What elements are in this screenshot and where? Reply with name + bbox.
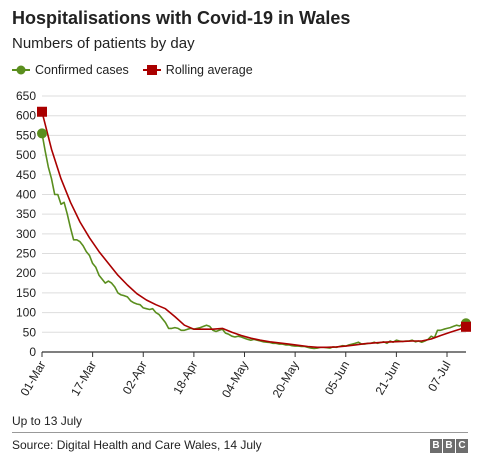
y-tick-label: 0 — [29, 345, 36, 359]
x-tick-label: 01-Mar — [17, 359, 48, 399]
x-tick-label: 05-Jun — [322, 359, 352, 398]
legend-label-rolling: Rolling average — [165, 63, 253, 77]
chart-subtitle: Numbers of patients by day — [12, 35, 195, 52]
x-tick-label: 21-Jun — [373, 359, 403, 398]
y-tick-label: 100 — [16, 306, 36, 320]
circle-start-marker — [37, 128, 47, 139]
grid-lines — [42, 95, 466, 353]
series-markers — [37, 106, 471, 332]
y-tick-label: 150 — [16, 286, 36, 300]
bbc-logo-letter: B — [443, 439, 455, 453]
legend-square-marker-icon — [142, 65, 161, 75]
series-line-confirmed — [41, 133, 467, 350]
y-tick-label: 400 — [16, 187, 36, 201]
y-tick-label: 300 — [16, 227, 36, 241]
legend-item-rolling: Rolling average — [142, 63, 253, 77]
y-tick-label: 250 — [16, 247, 36, 261]
y-tick-label: 50 — [23, 325, 37, 339]
footnote: Up to 13 July — [12, 414, 83, 428]
y-tick-label: 200 — [16, 266, 36, 280]
legend: Confirmed cases Rolling average — [12, 63, 267, 77]
y-tick-label: 350 — [16, 207, 36, 221]
legend-circle-marker-icon — [12, 65, 30, 75]
x-tick-label: 20-May — [270, 359, 302, 401]
y-axis-ticks: 0 50 100 150 200 250 300 350 400 450 500 550 600 650 — [16, 89, 36, 359]
x-tick-label: 02-Apr — [120, 359, 150, 397]
series-lines — [41, 111, 467, 350]
legend-label-confirmed: Confirmed cases — [35, 63, 129, 77]
x-tick-label: 18-Apr — [170, 359, 200, 397]
bbc-logo-letter: C — [456, 439, 468, 453]
y-tick-label: 600 — [16, 109, 36, 123]
bbc-logo-letter: B — [430, 439, 442, 453]
x-tick-label: 07-Jul — [425, 359, 453, 394]
x-tick-label: 17-Mar — [68, 359, 99, 399]
y-tick-label: 550 — [16, 128, 36, 142]
y-tick-label: 650 — [16, 89, 36, 103]
x-axis-ticks: 01-Mar 17-Mar 02-Apr 18-Apr 04-May 20-May 05-J… — [17, 352, 454, 401]
y-tick-label: 450 — [16, 168, 36, 182]
series-line-rolling — [41, 111, 467, 349]
square-end-marker — [461, 321, 471, 332]
chart-title: Hospitalisations with Covid-19 in Wales — [12, 8, 351, 28]
bbc-logo: B B C — [429, 439, 468, 453]
x-tick-label: 04-May — [219, 359, 251, 401]
y-tick-label: 500 — [16, 148, 36, 162]
source-note: Source: Digital Health and Care Wales, 1… — [12, 438, 262, 452]
divider — [12, 432, 468, 433]
square-start-marker — [37, 106, 47, 117]
legend-item-confirmed: Confirmed cases — [12, 63, 129, 77]
